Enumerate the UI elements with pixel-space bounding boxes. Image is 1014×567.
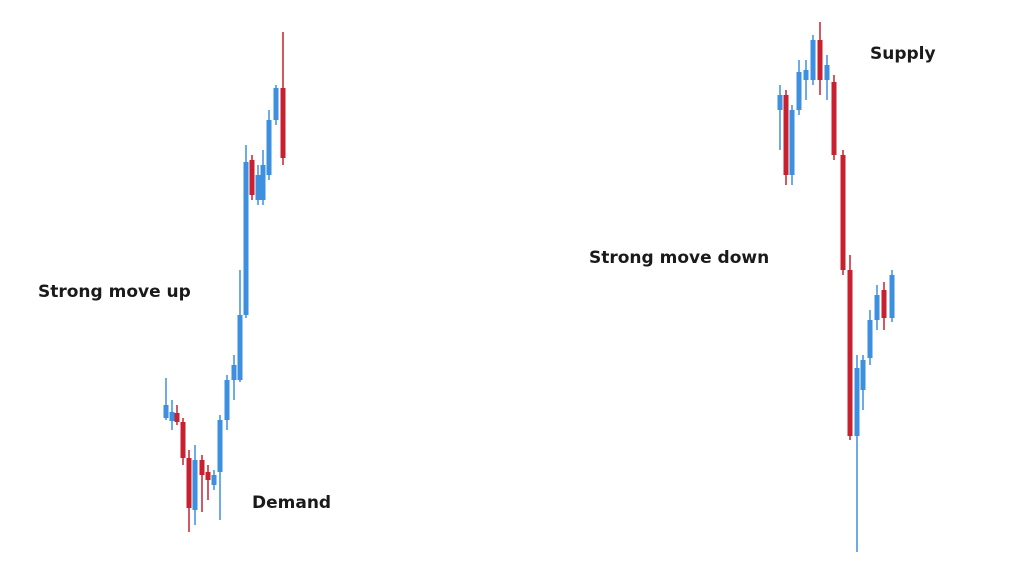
candle-body	[803, 70, 809, 80]
candle-body	[824, 65, 830, 80]
candle-body	[186, 458, 192, 508]
candle-body	[854, 368, 860, 436]
candle-body	[163, 405, 169, 418]
candle-body	[777, 95, 783, 110]
candle-body	[860, 360, 866, 390]
label-strong-move-down: Strong move down	[589, 248, 769, 268]
candle-body	[881, 290, 887, 318]
candle-body	[199, 460, 205, 475]
label-demand: Demand	[252, 493, 331, 513]
candle-body	[280, 88, 286, 158]
candle-body	[169, 412, 175, 421]
candle-body	[180, 422, 186, 458]
candle-body	[237, 315, 243, 380]
candle-body	[831, 82, 837, 155]
candle-body	[874, 295, 880, 320]
candle-body	[796, 72, 802, 110]
candle-body	[840, 155, 846, 270]
candlesticks	[163, 22, 895, 552]
candle-body	[231, 365, 237, 380]
candle-body	[192, 460, 198, 510]
candle-body	[243, 162, 249, 315]
candle-body	[205, 472, 211, 480]
candle-body	[273, 88, 279, 120]
candle-body	[817, 40, 823, 80]
candle-body	[810, 40, 816, 80]
candle-body	[889, 275, 895, 318]
candle-body	[266, 120, 272, 175]
label-strong-move-up: Strong move up	[38, 282, 191, 302]
label-supply: Supply	[870, 44, 936, 64]
candle-body	[174, 413, 180, 422]
candle-body	[867, 320, 873, 358]
candle-body	[783, 95, 789, 175]
candle-body	[217, 420, 223, 472]
candle-body	[211, 475, 217, 485]
candle-body	[255, 175, 261, 200]
candle-body	[260, 165, 266, 200]
candle-body	[789, 110, 795, 175]
candle-body	[249, 160, 255, 195]
candle-body	[224, 380, 230, 420]
candle-body	[847, 270, 853, 436]
